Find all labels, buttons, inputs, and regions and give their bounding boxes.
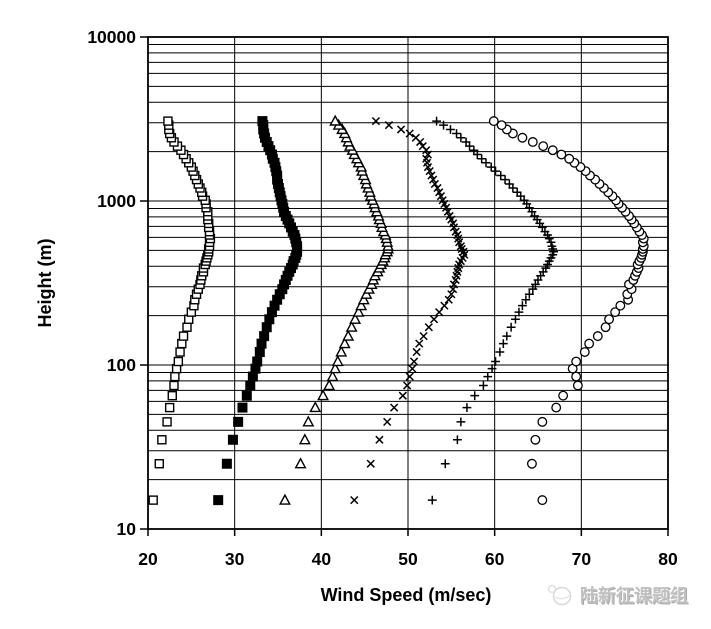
x-axis-title: Wind Speed (m/sec) [321, 585, 492, 605]
y-tick-label: 100 [107, 355, 136, 375]
watermark-text: 陆新征课题组 [580, 586, 688, 606]
series-filled-square [213, 116, 303, 506]
series-x-mark [350, 116, 469, 505]
axis-ticks [140, 36, 669, 536]
series-open-circle [488, 116, 649, 506]
x-tick-label: 20 [138, 549, 158, 569]
x-tick-label: 30 [225, 549, 245, 569]
axis-tick-labels: 20 30 40 50 60 70 80 10 100 1000 10000 [87, 27, 678, 569]
y-tick-label: 1000 [97, 191, 136, 211]
y-tick-label: 10000 [87, 27, 136, 47]
x-tick-label: 40 [312, 549, 332, 569]
series-open-square [148, 116, 216, 505]
x-tick-label: 80 [658, 549, 678, 569]
x-tick-label: 50 [398, 549, 418, 569]
y-axis-title: Height (m) [35, 239, 55, 328]
y-tick-label: 10 [117, 519, 137, 539]
watermark: 陆新征课题组 [546, 582, 688, 608]
x-tick-label: 70 [572, 549, 592, 569]
series-open-triangle [278, 114, 395, 505]
series-plus-mark [427, 116, 558, 505]
data-points [148, 114, 649, 506]
gridlines [148, 37, 668, 529]
x-tick-label: 60 [485, 549, 505, 569]
wechat-logo-icon [547, 584, 572, 606]
